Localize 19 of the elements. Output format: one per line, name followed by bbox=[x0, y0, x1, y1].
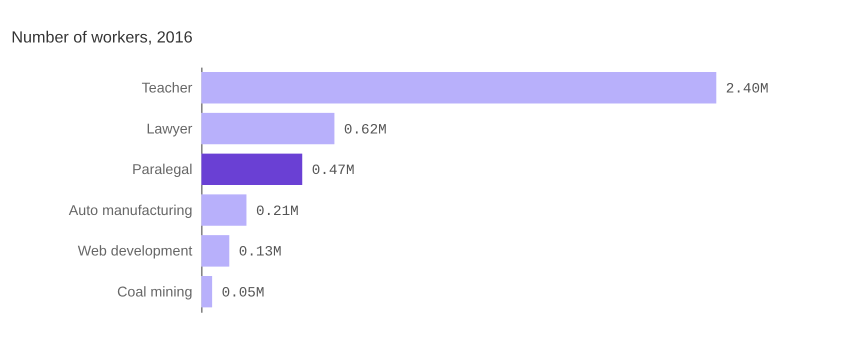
bar bbox=[201, 194, 246, 226]
bar bbox=[201, 235, 230, 267]
y-tick-label: Lawyer bbox=[146, 121, 193, 138]
bar bbox=[201, 276, 212, 308]
chart-title: Number of workers, 2016 bbox=[11, 28, 193, 46]
data-label: 0.13M bbox=[238, 244, 282, 261]
bar bbox=[201, 112, 334, 144]
y-tick-label: Auto manufacturing bbox=[68, 202, 192, 219]
y-tick-label: Coal mining bbox=[117, 284, 192, 300]
data-label: 0.05M bbox=[222, 285, 264, 302]
data-label: 0.47M bbox=[312, 163, 354, 180]
y-tick-label: Web development bbox=[78, 244, 192, 260]
data-label: 0.62M bbox=[344, 122, 387, 138]
y-tick-label: Teacher bbox=[142, 80, 193, 96]
data-label: 0.21M bbox=[256, 204, 299, 220]
y-tick-label: Paralegal bbox=[132, 162, 192, 178]
data-label: 2.40M bbox=[726, 81, 769, 98]
bar bbox=[201, 154, 302, 186]
bar bbox=[201, 72, 716, 104]
